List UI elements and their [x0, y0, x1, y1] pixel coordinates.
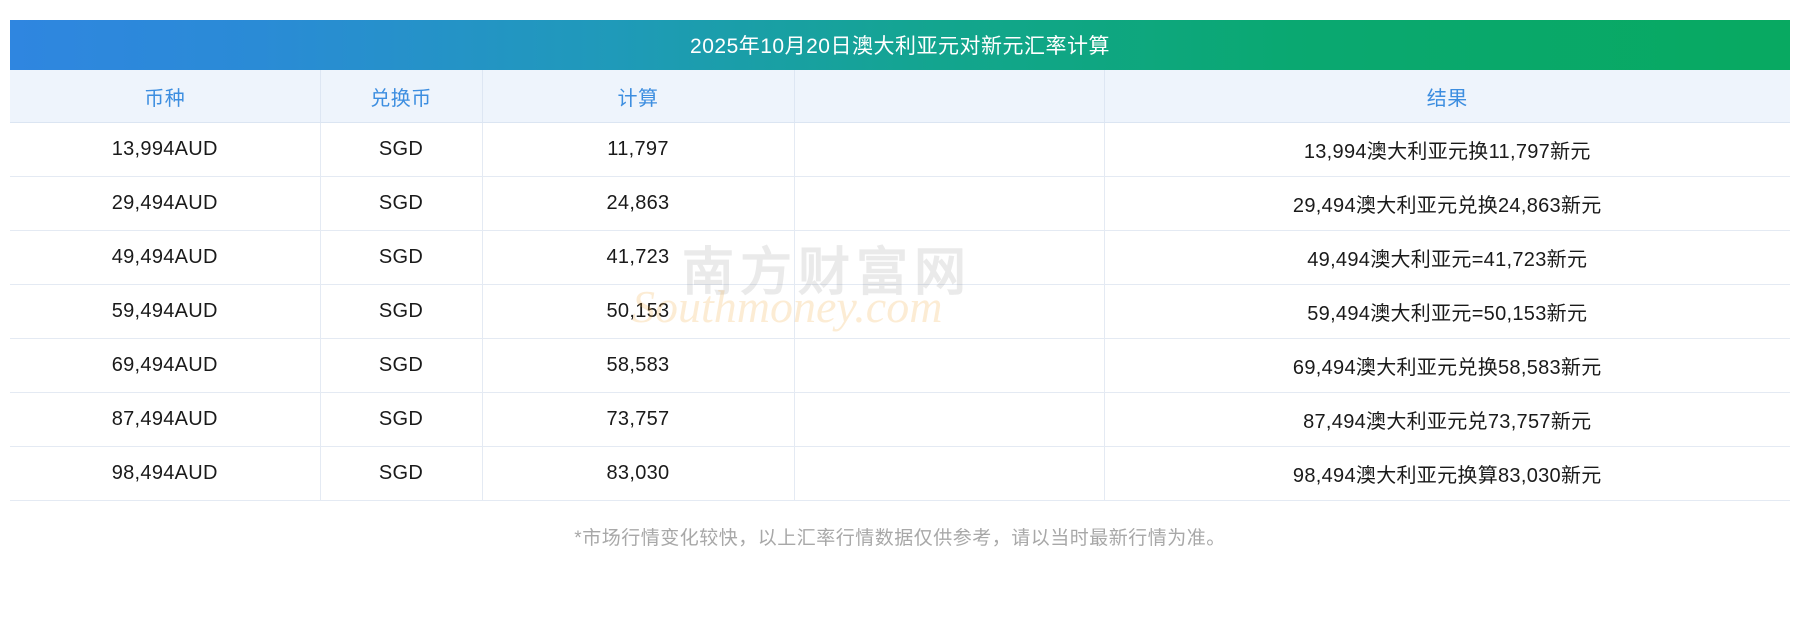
table-body: 13,994AUD SGD 11,797 13,994澳大利亚元换11,797新…	[10, 122, 1791, 501]
cell-currency: 87,494AUD	[10, 392, 321, 447]
cell-calculation: 50,153	[482, 284, 795, 339]
cell-spacer	[794, 122, 1105, 177]
cell-calculation: 73,757	[482, 392, 795, 447]
cell-result: 29,494澳大利亚元兑换24,863新元	[1104, 176, 1791, 231]
column-header-spacer	[794, 70, 1105, 123]
cell-exchange-currency: SGD	[320, 392, 483, 447]
cell-spacer	[794, 446, 1105, 501]
cell-currency: 98,494AUD	[10, 446, 321, 501]
table-row: 29,494AUD SGD 24,863 29,494澳大利亚元兑换24,863…	[10, 176, 1791, 231]
cell-result: 69,494澳大利亚元兑换58,583新元	[1104, 338, 1791, 393]
cell-currency: 69,494AUD	[10, 338, 321, 393]
column-header-result: 结果	[1104, 70, 1791, 123]
cell-result: 49,494澳大利亚元=41,723新元	[1104, 230, 1791, 285]
column-header-calculation: 计算	[482, 70, 795, 123]
cell-currency: 13,994AUD	[10, 122, 321, 177]
cell-spacer	[794, 284, 1105, 339]
cell-exchange-currency: SGD	[320, 446, 483, 501]
cell-spacer	[794, 230, 1105, 285]
cell-exchange-currency: SGD	[320, 338, 483, 393]
cell-exchange-currency: SGD	[320, 122, 483, 177]
cell-spacer	[794, 338, 1105, 393]
cell-currency: 49,494AUD	[10, 230, 321, 285]
table-row: 69,494AUD SGD 58,583 69,494澳大利亚元兑换58,583…	[10, 338, 1791, 393]
cell-result: 98,494澳大利亚元换算83,030新元	[1104, 446, 1791, 501]
cell-result: 59,494澳大利亚元=50,153新元	[1104, 284, 1791, 339]
cell-calculation: 24,863	[482, 176, 795, 231]
disclaimer-text: *市场行情变化较快，以上汇率行情数据仅供参考，请以当时最新行情为准。	[574, 528, 1226, 549]
exchange-rate-table: 2025年10月20日澳大利亚元对新元汇率计算 币种 兑换币 计算 结果 13,…	[10, 20, 1791, 501]
column-header-currency: 币种	[10, 70, 321, 123]
cell-exchange-currency: SGD	[320, 284, 483, 339]
cell-calculation: 58,583	[482, 338, 795, 393]
cell-calculation: 83,030	[482, 446, 795, 501]
cell-exchange-currency: SGD	[320, 176, 483, 231]
cell-spacer	[794, 176, 1105, 231]
cell-calculation: 11,797	[482, 122, 795, 177]
cell-exchange-currency: SGD	[320, 230, 483, 285]
table-title-row: 2025年10月20日澳大利亚元对新元汇率计算	[10, 20, 1791, 70]
cell-currency: 59,494AUD	[10, 284, 321, 339]
cell-calculation: 41,723	[482, 230, 795, 285]
cell-spacer	[794, 392, 1105, 447]
page-title: 2025年10月20日澳大利亚元对新元汇率计算	[10, 20, 1791, 70]
cell-result: 87,494澳大利亚元兑73,757新元	[1104, 392, 1791, 447]
table-row: 98,494AUD SGD 83,030 98,494澳大利亚元换算83,030…	[10, 446, 1791, 501]
cell-result: 13,994澳大利亚元换11,797新元	[1104, 122, 1791, 177]
table-row: 13,994AUD SGD 11,797 13,994澳大利亚元换11,797新…	[10, 122, 1791, 177]
table-header-row: 币种 兑换币 计算 结果	[10, 70, 1791, 123]
table-row: 49,494AUD SGD 41,723 49,494澳大利亚元=41,723新…	[10, 230, 1791, 285]
table-row: 87,494AUD SGD 73,757 87,494澳大利亚元兑73,757新…	[10, 392, 1791, 447]
cell-currency: 29,494AUD	[10, 176, 321, 231]
column-header-exchange-currency: 兑换币	[320, 70, 483, 123]
table-row: 59,494AUD SGD 50,153 59,494澳大利亚元=50,153新…	[10, 284, 1791, 339]
